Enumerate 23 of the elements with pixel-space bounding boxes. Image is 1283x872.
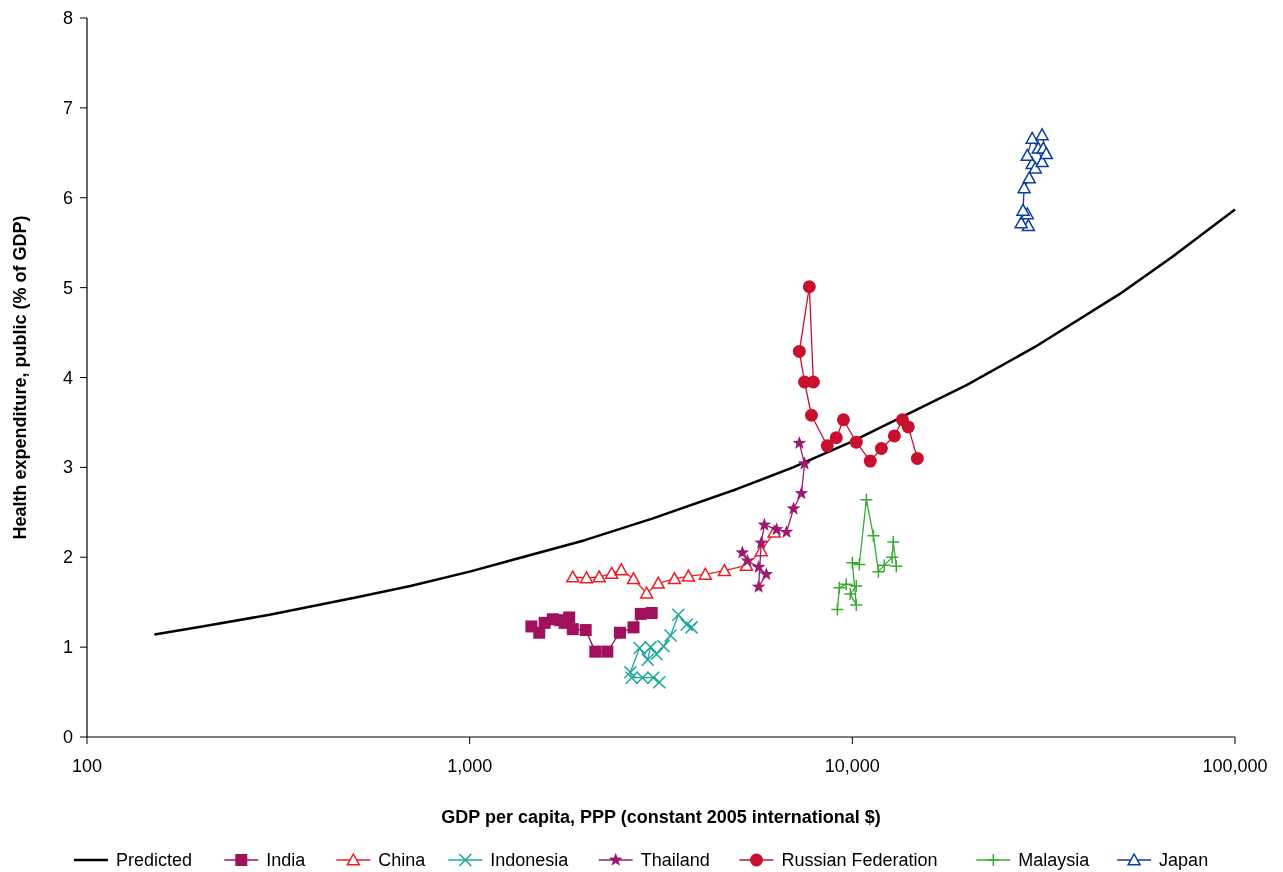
y-tick-label: 0 [62, 727, 73, 747]
x-axis-title: GDP per capita, PPP (constant 2005 international $) [441, 807, 881, 827]
legend-label: Thailand [640, 850, 710, 870]
legend-label: China [378, 850, 427, 870]
y-tick-label: 1 [62, 637, 73, 658]
legend-label: Japan [1159, 850, 1209, 870]
y-tick-label: 5 [62, 277, 73, 298]
legend-label: India [266, 850, 307, 870]
y-tick-label: 4 [62, 367, 73, 388]
legend-label: Russian Federation [781, 850, 938, 870]
y-tick-label: 6 [62, 187, 73, 208]
y-tick-label: 8 [62, 8, 73, 28]
y-tick-label: 3 [62, 457, 73, 478]
y-tick-label: 2 [62, 547, 73, 568]
x-tick-label: 100,000 [1202, 756, 1268, 776]
legend-label: Malaysia [1018, 850, 1091, 870]
legend-label: Predicted [115, 850, 192, 870]
legend-label: Indonesia [490, 850, 570, 870]
x-tick-label: 100 [71, 756, 103, 776]
x-tick-label: 1,000 [447, 756, 493, 776]
x-tick-label: 10,000 [824, 756, 880, 776]
y-tick-label: 7 [62, 97, 73, 118]
y-axis-title: Health expenditure, public (% of GDP) [10, 215, 30, 540]
